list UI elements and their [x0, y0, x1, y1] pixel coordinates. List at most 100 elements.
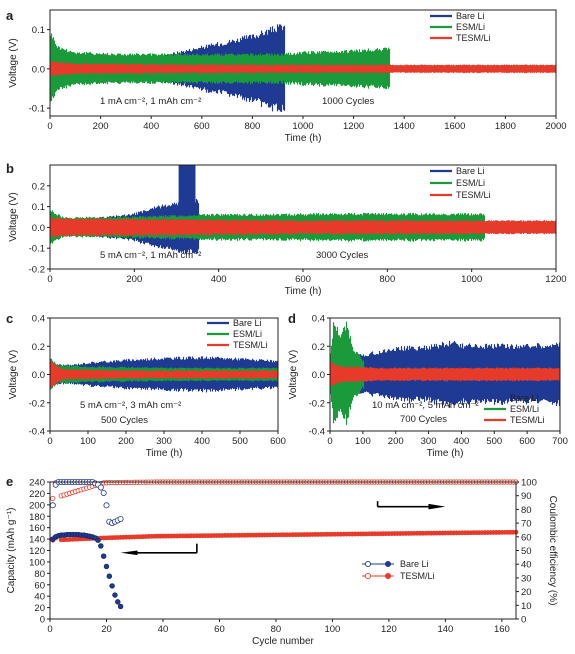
y-tick-label: 0.2	[32, 181, 45, 192]
x-tick-label: 300	[156, 436, 172, 447]
x-tick-label: 100	[324, 624, 340, 635]
x-tick-label: 60	[214, 624, 225, 635]
x-tick-label: 200	[118, 436, 134, 447]
legend-label: TESM/Li	[510, 415, 545, 425]
panel-label: e	[6, 474, 13, 489]
x-axis-label: Time (h)	[285, 286, 322, 297]
y-tick-label: 0.0	[32, 223, 45, 234]
arrow-left-head	[120, 550, 138, 556]
axes-frame	[49, 481, 517, 620]
annotation: 3000 Cycles	[316, 250, 369, 261]
legend-label: TESM/Li	[400, 571, 435, 581]
y-tick-label: 0.0	[32, 64, 45, 75]
capacity-point	[115, 599, 121, 605]
x-tick-label: 0	[327, 436, 332, 447]
y-tick-label: 100	[29, 557, 45, 568]
y-tick-label: -0.4	[29, 427, 45, 438]
series-tesmli	[330, 362, 560, 386]
y-tick-label: 0.2	[312, 342, 325, 353]
x-tick-label: 140	[437, 624, 453, 635]
y2-tick-label: 80	[521, 505, 532, 516]
x-tick-label: 2000	[545, 121, 566, 132]
plot-area	[50, 165, 556, 255]
x-axis-label: Time (h)	[285, 133, 322, 144]
x-tick-label: 0	[47, 436, 52, 447]
y-tick-label: -0.1	[29, 244, 45, 255]
x-tick-label: 700	[552, 436, 568, 447]
y-tick-label: 0.0	[312, 370, 325, 381]
ce-point	[49, 502, 56, 509]
capacity-point	[98, 543, 104, 549]
y-tick-label: -0.4	[309, 427, 325, 438]
panel-label: b	[6, 161, 14, 176]
y-tick-label: 120	[29, 546, 45, 557]
capacity-point	[109, 583, 115, 589]
y-axis-label: Capacity (mAh g⁻¹)	[6, 508, 17, 594]
y2-tick-label: 100	[521, 478, 537, 489]
legend-label: ESM/Li	[456, 22, 485, 32]
x-tick-label: 1200	[343, 121, 364, 132]
y-tick-label: 240	[29, 478, 45, 489]
y-axis-label: Voltage (V)	[8, 350, 19, 399]
ce-point	[50, 495, 56, 502]
x-tick-label: 160	[494, 624, 510, 635]
y-tick-label: 60	[34, 580, 45, 591]
x-axis-label: Time (h)	[146, 448, 183, 459]
arrow-right-head	[428, 503, 446, 510]
x-tick-label: 120	[381, 624, 397, 635]
legend-label: Bare Li	[456, 11, 485, 21]
legend-marker-filled	[384, 572, 392, 580]
ce-point	[100, 489, 107, 496]
capacity-point	[106, 573, 113, 579]
annotation: 500 Cycles	[101, 415, 148, 426]
y-tick-label: 0.0	[32, 370, 45, 381]
x-tick-label: 800	[379, 274, 395, 285]
legend-marker-filled	[384, 560, 392, 568]
x-tick-label: 300	[421, 436, 437, 447]
x-tick-label: 600	[519, 436, 535, 447]
x-tick-label: 1000	[292, 121, 313, 132]
y-tick-label: -0.2	[309, 398, 325, 409]
panel-c: 0 100 200 300 400 500 600 -0.4 -0.2 0.0 0.2 0.4 Time…	[6, 311, 286, 459]
y-tick-label: 0.1	[32, 202, 45, 213]
series-tesm-ce	[50, 479, 519, 502]
x-tick-label: 20	[101, 624, 112, 635]
x-tick-label: 500	[486, 436, 502, 447]
y2-tick-label: 70	[521, 519, 532, 530]
panel-label: a	[6, 8, 14, 23]
annotation: 1000 Cycles	[322, 96, 375, 107]
y2-tick-label: 90	[521, 491, 532, 502]
panel-b: 0 200 400 600 800 1000 1200 -0.2 -0.1 0.0 0.1 0.2 Ti…	[6, 161, 567, 297]
y-tick-label: 40	[34, 592, 45, 603]
capacity-point	[103, 563, 110, 570]
panel-label: c	[6, 311, 13, 326]
ce-point	[103, 502, 110, 509]
x-tick-label: 500	[232, 436, 248, 447]
x-tick-label: 400	[453, 436, 469, 447]
x-axis-label: Cycle number	[252, 636, 314, 647]
legend-label: Bare Li	[510, 393, 539, 403]
x-tick-label: 1800	[495, 121, 516, 132]
x-tick-label: 0	[47, 624, 52, 635]
legend-label: TESM/Li	[233, 340, 268, 350]
capacity-point	[112, 592, 118, 598]
x-tick-label: 100	[80, 436, 96, 447]
y-tick-label: -0.2	[29, 265, 45, 276]
plot-area	[50, 24, 556, 112]
y-tick-label: 0	[40, 615, 45, 626]
series-bare-capacity	[50, 531, 124, 610]
annotation: 700 Cycles	[400, 414, 447, 425]
y-tick-label: 180	[29, 512, 45, 523]
legend-label: Bare Li	[400, 559, 429, 569]
y2-tick-label: 50	[521, 546, 532, 557]
legend-label: ESM/Li	[233, 329, 262, 339]
x-tick-label: 80	[271, 624, 282, 635]
y2-tick-label: 0	[521, 615, 526, 626]
y-tick-label: 80	[34, 569, 45, 580]
y-tick-label: 20	[34, 603, 45, 614]
legend-marker-open	[364, 572, 372, 580]
legend-label: ESM/Li	[456, 178, 485, 188]
